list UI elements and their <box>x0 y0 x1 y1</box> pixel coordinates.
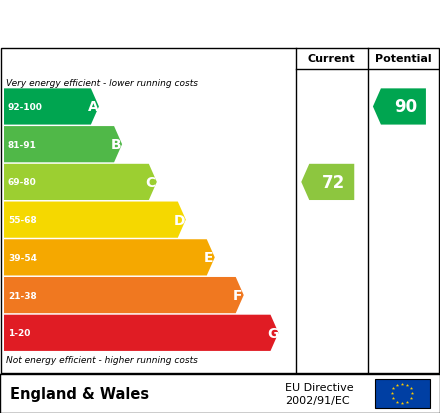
Polygon shape <box>4 164 157 201</box>
Text: 1-20: 1-20 <box>8 328 30 337</box>
Text: Potential: Potential <box>375 53 432 64</box>
Text: EU Directive: EU Directive <box>285 382 354 392</box>
Text: D: D <box>174 213 186 227</box>
Polygon shape <box>4 315 279 351</box>
Polygon shape <box>4 202 186 238</box>
Text: B: B <box>111 138 121 152</box>
Text: 72: 72 <box>322 173 345 192</box>
Text: 55-68: 55-68 <box>8 216 37 225</box>
Polygon shape <box>373 89 426 125</box>
Text: F: F <box>233 288 242 302</box>
Text: 21-38: 21-38 <box>8 291 37 300</box>
Polygon shape <box>4 277 244 313</box>
Text: C: C <box>146 176 156 190</box>
Text: England & Wales: England & Wales <box>10 386 149 401</box>
Polygon shape <box>4 127 122 163</box>
Text: Not energy efficient - higher running costs: Not energy efficient - higher running co… <box>6 355 198 364</box>
Text: A: A <box>88 100 98 114</box>
Polygon shape <box>4 240 215 276</box>
Text: Energy Efficiency Rating: Energy Efficiency Rating <box>11 14 299 34</box>
Text: E: E <box>204 251 213 265</box>
Text: 81-91: 81-91 <box>8 140 37 150</box>
Text: G: G <box>267 326 278 340</box>
Text: Very energy efficient - lower running costs: Very energy efficient - lower running co… <box>6 78 198 88</box>
Text: 69-80: 69-80 <box>8 178 37 187</box>
Text: 90: 90 <box>394 98 417 116</box>
Text: 92-100: 92-100 <box>8 103 43 112</box>
Polygon shape <box>4 89 99 125</box>
FancyBboxPatch shape <box>375 379 430 408</box>
Text: Current: Current <box>308 53 356 64</box>
Polygon shape <box>301 164 354 201</box>
Text: 2002/91/EC: 2002/91/EC <box>285 395 350 405</box>
Text: 39-54: 39-54 <box>8 253 37 262</box>
